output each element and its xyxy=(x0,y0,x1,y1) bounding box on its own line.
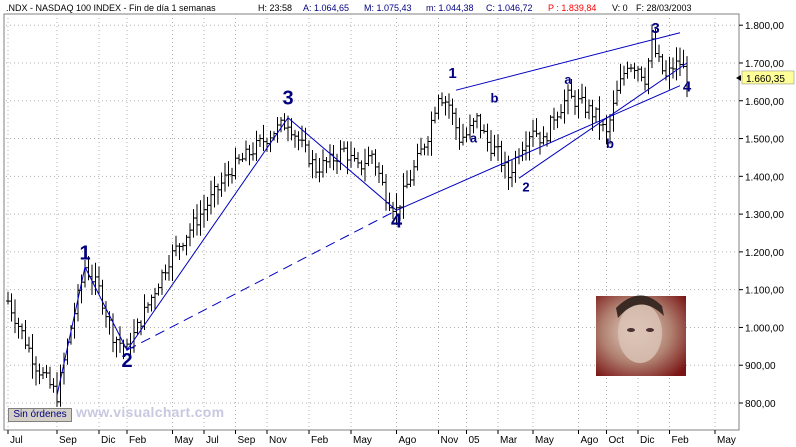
y-tick-label: 1.600,00 xyxy=(745,97,784,108)
x-tick-label: Ago xyxy=(581,435,599,446)
elliott-wave-labels: 1 2 3 4 1 b a 2 a b 3 4 xyxy=(79,20,691,372)
x-tick-label: Nov xyxy=(269,435,287,446)
volume-readout: V: 0 xyxy=(612,3,628,13)
x-tick-label: May xyxy=(717,435,736,446)
y-tick-label: 1.000,00 xyxy=(745,323,784,334)
photo-hair xyxy=(616,295,664,318)
x-tick-label: Feb xyxy=(311,435,329,446)
x-tick-label: 05 xyxy=(469,435,481,446)
y-tick-label: 1.300,00 xyxy=(745,210,784,221)
symbol-title: .NDX - NASDAQ 100 INDEX - Fin de día 1 s… xyxy=(6,3,216,13)
x-tick-label: Dic xyxy=(640,435,654,446)
time-readout: H: 23:58 xyxy=(258,3,292,13)
wave-label: b xyxy=(606,136,614,151)
ohlc-bars xyxy=(6,24,689,407)
elliott-wave-lines xyxy=(56,32,688,396)
y-tick-label: 1.700,00 xyxy=(745,59,784,70)
wave-label: 4 xyxy=(391,210,403,232)
y-tick-label: 1.800,00 xyxy=(745,21,784,32)
y-tick-label: 800,00 xyxy=(745,399,776,410)
x-tick-label: Feb xyxy=(672,435,690,446)
photo-face xyxy=(618,303,662,363)
wave-label: 3 xyxy=(651,20,659,37)
wave-line xyxy=(396,85,681,211)
x-tick-label: Mar xyxy=(500,435,518,446)
wave-label: 2 xyxy=(522,179,529,194)
wave-label: 2 xyxy=(121,350,132,372)
wave-trend-dashed xyxy=(126,209,397,351)
x-tick-label: May xyxy=(175,435,194,446)
x-tick-label: Dic xyxy=(101,435,115,446)
x-tick-label: May xyxy=(353,435,372,446)
orders-button[interactable]: Sin órdenes xyxy=(8,408,72,422)
wave-label: 1 xyxy=(79,242,90,264)
x-tick-label: Oct xyxy=(609,435,625,446)
y-tick-label: 1.100,00 xyxy=(745,286,784,297)
x-tick-label: Jul xyxy=(10,435,23,446)
plot-frame xyxy=(3,13,740,431)
y-tick-label: 1.500,00 xyxy=(745,135,784,146)
wave-label: 4 xyxy=(683,78,692,95)
y-tick-label: 1.200,00 xyxy=(745,248,784,259)
low-readout: m: 1.044,38 xyxy=(426,3,474,13)
price-axis: 800,00 900,00 1.000,00 1.100,00 1.200,00 1.30… xyxy=(739,21,784,410)
wave-label: 1 xyxy=(448,65,456,82)
y-tick-label: 1.400,00 xyxy=(745,172,784,183)
watermark-text: www.visualchart.com xyxy=(76,404,225,420)
current-value-box xyxy=(741,70,795,85)
wave-line xyxy=(518,62,688,179)
x-tick-label: Nov xyxy=(441,435,459,446)
wave-label: a xyxy=(564,72,572,87)
open-readout: A: 1.064,65 xyxy=(303,3,349,13)
header-readout: .NDX - NASDAQ 100 INDEX - Fin de día 1 s… xyxy=(6,3,692,13)
time-axis: Jul Sep Dic Feb May Jul Sep Nov Feb May Ago Nov 05 Ma… xyxy=(7,430,736,446)
wave-label: b xyxy=(491,91,499,106)
x-tick-label: Jul xyxy=(206,435,219,446)
photo-eye-left xyxy=(627,328,635,332)
x-tick-label: Feb xyxy=(129,435,147,446)
photo-eye-right xyxy=(646,328,654,332)
close-readout: C: 1.046,72 xyxy=(486,3,533,13)
x-tick-label: Ago xyxy=(399,435,417,446)
date-readout: F: 28/03/2003 xyxy=(636,3,692,13)
y-tick-label: 900,00 xyxy=(745,361,776,372)
wave-line xyxy=(455,32,681,91)
x-tick-label: May xyxy=(535,435,554,446)
p-readout: P : 1.839,84 xyxy=(548,3,596,13)
x-tick-label: Sep xyxy=(59,435,77,446)
x-tick-label: Sep xyxy=(238,435,256,446)
current-value-arrow-icon xyxy=(736,74,741,81)
wave-label: a xyxy=(470,130,478,145)
current-value-label: 1.660,35 xyxy=(746,74,785,85)
portrait-photo xyxy=(596,295,686,376)
high-readout: M: 1.075,43 xyxy=(364,3,412,13)
wave-label: 3 xyxy=(282,88,293,110)
current-value-badge: 1.660,35 xyxy=(736,70,795,85)
